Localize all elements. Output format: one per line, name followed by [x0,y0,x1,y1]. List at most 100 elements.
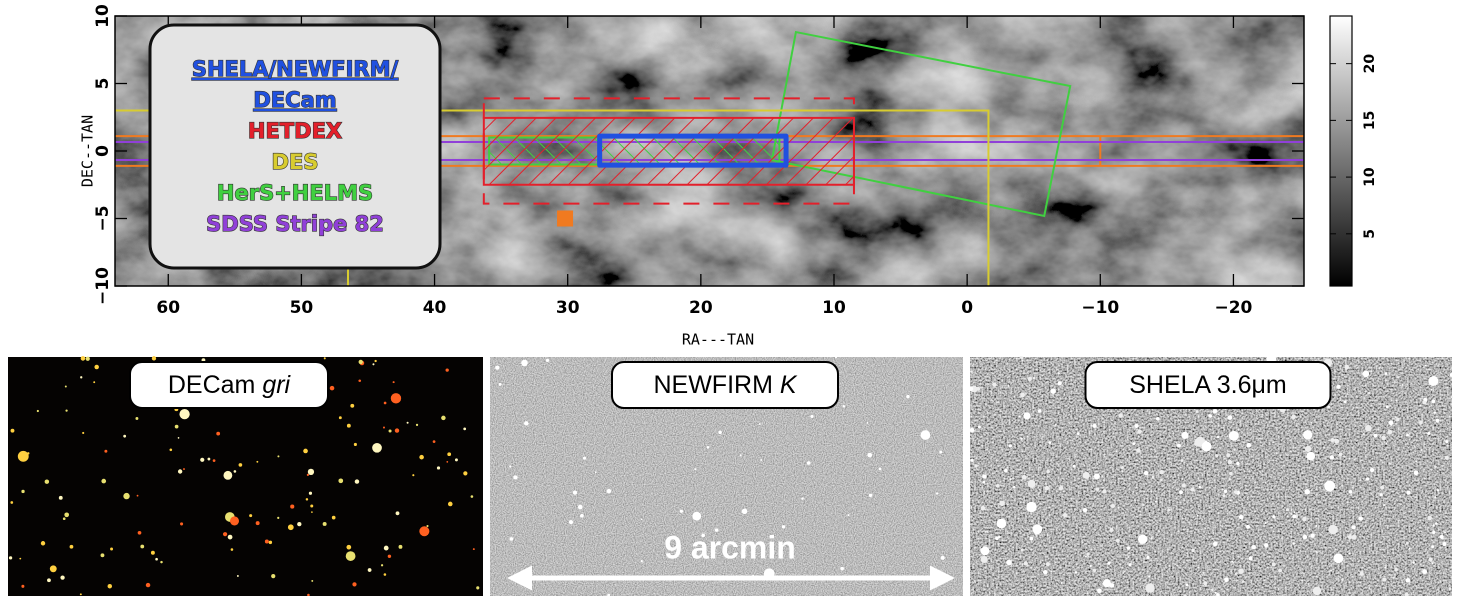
star [237,575,239,577]
star [123,435,126,438]
star [801,497,803,499]
star [1026,502,1037,513]
panel-label: DECam gri [168,371,292,399]
star [1291,415,1296,420]
star [372,363,374,365]
star [987,531,989,533]
star [495,365,499,369]
star [228,535,233,540]
star [207,458,210,461]
star [1058,381,1062,385]
star [1435,465,1437,467]
star [391,393,401,403]
star [346,545,351,550]
star [1389,420,1394,425]
star [108,584,112,588]
star [1315,525,1317,527]
y-tick-label: 10 [93,4,113,28]
star [906,395,909,398]
star [970,459,973,462]
star [21,585,24,588]
x-tick-label: 0 [961,298,973,318]
star [1336,385,1340,389]
star [416,424,418,426]
star [180,522,183,525]
star [1380,493,1383,496]
star [1327,405,1330,408]
star [21,490,24,493]
star [183,468,185,470]
star [1290,450,1292,452]
star [1228,460,1233,465]
star [419,526,429,536]
star [1328,525,1337,534]
star [569,520,573,524]
panel-labels: DECam griNEWFIRM KSHELA 3.6μm [130,362,1331,408]
star [1127,556,1129,558]
star [1028,480,1036,488]
star [1214,592,1216,594]
star [1339,453,1343,457]
star [867,422,869,424]
star [1211,588,1214,591]
colorbar [1330,16,1352,286]
star [310,505,313,508]
star [970,428,975,433]
body: 6050403020100−10−20−10−50510 SHELA/NEWFI… [0,0,1460,596]
star [1249,557,1253,561]
star [1151,537,1153,539]
star [1333,554,1343,564]
star [1419,420,1423,424]
colorbar-tick-label: 15 [1362,111,1378,130]
star [311,511,313,513]
star [1422,401,1426,405]
colorbar-tick-label: 10 [1362,167,1378,187]
star [513,475,517,479]
star [1413,561,1415,563]
star [1009,478,1011,480]
star [1229,472,1233,476]
star [546,359,549,362]
star [692,512,701,521]
star [1303,535,1308,540]
star [309,492,312,495]
star [1435,522,1437,524]
star [974,464,977,467]
y-tick-label: −10 [93,267,113,305]
star [1229,499,1231,501]
star [1046,562,1050,566]
star [446,461,448,463]
star [1382,578,1386,582]
star [104,450,107,453]
star [1059,486,1063,490]
star [463,471,467,475]
star [1359,572,1363,576]
star [1292,515,1296,519]
star [1307,452,1316,461]
y-tick-label: 5 [93,78,113,90]
star [339,416,342,419]
star [347,424,351,428]
star [524,421,529,426]
star [1406,542,1409,545]
star [10,501,13,504]
star [80,376,82,378]
star [256,461,258,463]
star [45,479,49,483]
star [123,493,129,499]
star [1215,454,1218,457]
star [213,459,216,462]
star [338,478,343,483]
star [982,474,986,478]
star [399,545,403,549]
star [997,519,1007,529]
star [1224,490,1227,493]
star [1431,389,1433,391]
star [330,386,335,391]
star [81,356,86,361]
star [1180,459,1183,462]
star [359,360,363,364]
star [510,537,514,541]
star [200,458,204,462]
star [1349,490,1353,494]
